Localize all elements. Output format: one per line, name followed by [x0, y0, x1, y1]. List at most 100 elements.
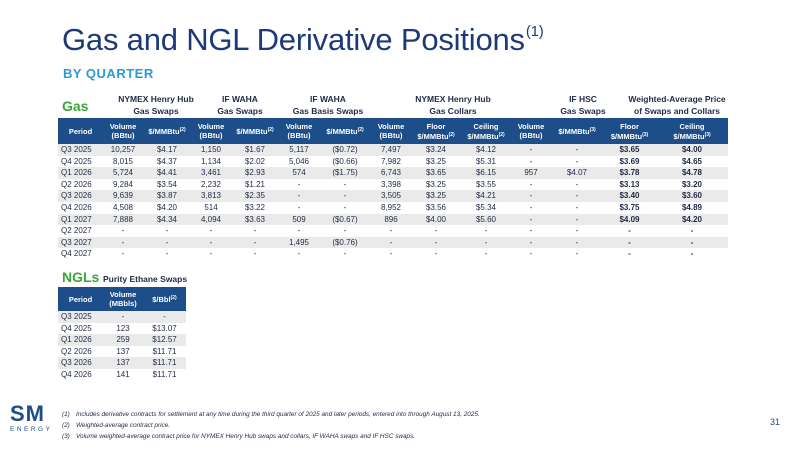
value-cell: - [551, 144, 603, 156]
value-cell: - [191, 248, 231, 260]
value-cell: 896 [371, 213, 411, 226]
value-cell: - [511, 178, 551, 191]
value-cell: $3.75 [603, 201, 656, 214]
value-cell: 957 [511, 167, 551, 179]
group-waha-basis: IF WAHA Gas Basis Swaps [292, 94, 364, 116]
gas-section-label: Gas [62, 98, 89, 114]
value-cell: - [551, 155, 603, 168]
value-cell: - [461, 236, 511, 249]
value-cell: $3.63 [231, 213, 279, 226]
value-cell: - [103, 311, 143, 323]
value-cell: $2.35 [231, 190, 279, 202]
value-cell: - [191, 225, 231, 237]
col-hsc-price: $/MMBtu(3) [551, 118, 603, 144]
value-cell: - [511, 190, 551, 202]
value-cell: $4.07 [551, 167, 603, 179]
value-cell: 1,495 [279, 236, 319, 249]
value-cell: 4,094 [191, 213, 231, 226]
period-cell: Q4 2026 [58, 368, 103, 381]
value-cell: $11.71 [143, 357, 186, 369]
value-cell: $4.20 [656, 213, 728, 226]
value-cell: $4.21 [461, 190, 511, 202]
value-cell: - [103, 236, 143, 249]
value-cell: $3.13 [603, 178, 656, 191]
ngl-row: Q4 2025 123 $13.07 [58, 322, 186, 335]
value-cell: $4.20 [143, 201, 191, 214]
gas-row: Q1 2027 7,888 $4.34 4,094 $3.63 509 ($0.67) 896… [58, 213, 728, 226]
value-cell: - [656, 248, 728, 260]
value-cell: - [279, 190, 319, 202]
col-basis-volume: Volume (BBtu) [279, 118, 319, 144]
gas-derivatives-table: Period Volume (BBtu) $/MMBtu(2) Volume (BB… [58, 118, 728, 260]
value-cell: $4.78 [656, 167, 728, 179]
period-cell: Q2 2027 [58, 225, 103, 237]
group-nymex-collars: NYMEX Henry Hub Gas Collars [415, 94, 491, 116]
sm-energy-logo: SM ENERGY [10, 401, 53, 434]
ngl-row: Q2 2026 137 $11.71 [58, 345, 186, 358]
value-cell: - [603, 236, 656, 249]
col-basis-price: $/MMBtu(2) [319, 118, 371, 144]
value-cell: - [371, 225, 411, 237]
ngl-row: Q1 2026 259 $12.57 [58, 334, 186, 346]
value-cell: $4.09 [603, 213, 656, 226]
value-cell: 6,743 [371, 167, 411, 179]
value-cell: - [279, 201, 319, 214]
value-cell: - [143, 236, 191, 249]
value-cell: 4,508 [103, 201, 143, 214]
value-cell: - [319, 190, 371, 202]
value-cell: 9,639 [103, 190, 143, 202]
group-waha-swaps: IF WAHA Gas Swaps [217, 94, 263, 116]
col-collar-ceiling: Ceiling $/MMBtu(2) [461, 118, 511, 144]
value-cell: - [656, 236, 728, 249]
period-cell: Q3 2025 [58, 311, 103, 323]
period-cell: Q3 2026 [58, 357, 103, 369]
value-cell: $3.20 [656, 178, 728, 191]
period-cell: Q3 2025 [58, 144, 103, 156]
ngl-row: Q3 2025- - [58, 311, 186, 323]
value-cell: - [231, 225, 279, 237]
value-cell: $3.65 [411, 167, 461, 179]
value-cell: $3.60 [656, 190, 728, 202]
value-cell: 141 [103, 368, 143, 381]
period-cell: Q3 2027 [58, 236, 103, 249]
value-cell: - [411, 248, 461, 260]
value-cell: - [603, 225, 656, 237]
ngl-row: Q4 2026 141 $11.71 [58, 368, 186, 381]
value-cell: $2.02 [231, 155, 279, 168]
value-cell: 3,398 [371, 178, 411, 191]
gas-row: Q4 2025 8,015 $4.37 1,134 $2.02 5,046 ($0.66) 7… [58, 155, 728, 168]
period-cell: Q1 2026 [58, 334, 103, 346]
period-cell: Q1 2027 [58, 213, 103, 226]
value-cell: $1.21 [231, 178, 279, 191]
value-cell: 5,724 [103, 167, 143, 179]
value-cell: - [551, 190, 603, 202]
group-nymex-swaps: NYMEX Henry Hub Gas Swaps [118, 94, 194, 116]
col-ngl-price: $/Bbl(2) [143, 287, 186, 311]
value-cell: ($0.67) [319, 213, 371, 226]
group-hsc-swaps: IF HSC Gas Swaps [560, 94, 606, 116]
value-cell: $4.37 [143, 155, 191, 168]
col-hsc-volume: Volume (BBtu) [511, 118, 551, 144]
value-cell: 123 [103, 322, 143, 335]
page-number: 31 [770, 417, 781, 427]
value-cell: 137 [103, 345, 143, 358]
value-cell: - [103, 248, 143, 260]
value-cell: 137 [103, 357, 143, 369]
value-cell: - [461, 225, 511, 237]
value-cell: $4.41 [143, 167, 191, 179]
ngl-section-label: NGLs [62, 269, 100, 285]
col-nymex-price: $/MMBtu(2) [143, 118, 191, 144]
period-cell: Q4 2026 [58, 201, 103, 214]
col-waha-volume: Volume (BBtu) [191, 118, 231, 144]
footnote-2: (2) Weighted-average contract price. [62, 422, 171, 429]
gas-row: Q4 2026 4,508 $4.20 514 $3.22- -8,952 $3.56 $5.… [58, 201, 728, 214]
value-cell: $6.15 [461, 167, 511, 179]
value-cell: - [511, 213, 551, 226]
value-cell: 5,046 [279, 155, 319, 168]
value-cell: - [461, 248, 511, 260]
value-cell: - [511, 201, 551, 214]
value-cell: 7,497 [371, 144, 411, 156]
col-ngl-volume: Volume (MBbls) [103, 287, 143, 311]
col-wavg-floor: Floor $/MMBtu(3) [603, 118, 656, 144]
gas-row: Q2 2027- - - - - - - - - - - - - [58, 225, 728, 237]
